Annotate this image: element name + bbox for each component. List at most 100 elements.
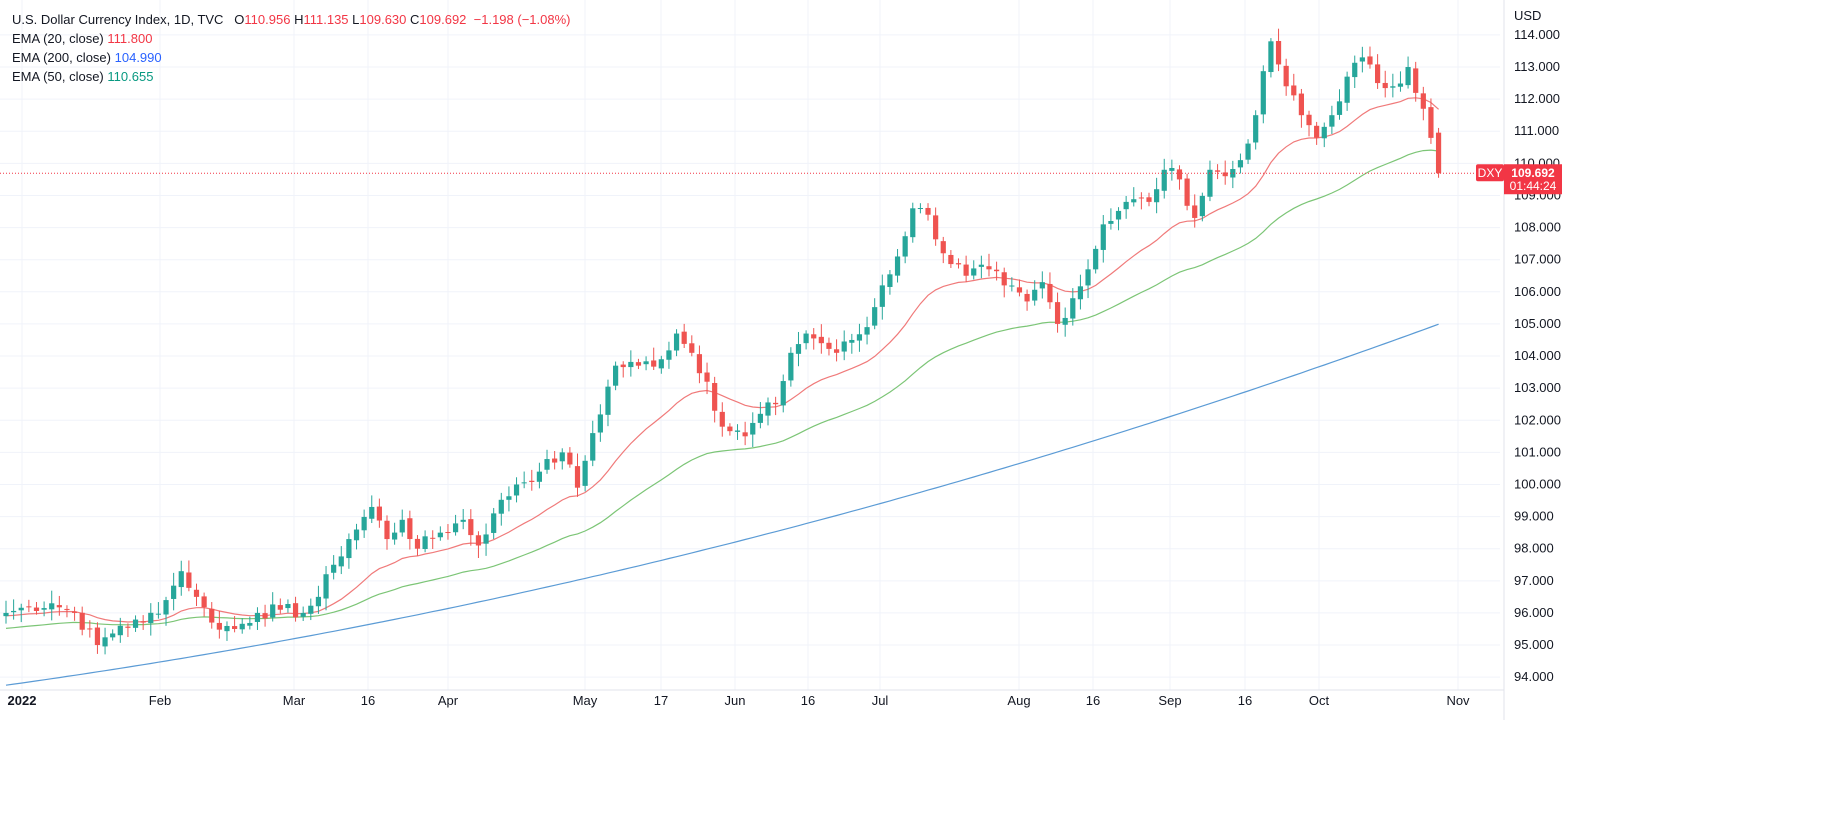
candle bbox=[1115, 207, 1122, 231]
candle-body bbox=[1146, 197, 1152, 202]
candle bbox=[773, 396, 779, 416]
candle-body bbox=[597, 414, 603, 433]
candle bbox=[567, 447, 573, 468]
y-axis-unit: USD bbox=[1514, 8, 1541, 23]
candle bbox=[369, 495, 375, 523]
y-tick-label: 98.000 bbox=[1514, 541, 1554, 556]
candle bbox=[1131, 187, 1137, 207]
candle-body bbox=[132, 619, 139, 628]
candle bbox=[49, 590, 55, 621]
candle bbox=[475, 531, 482, 559]
candle-body bbox=[64, 608, 70, 610]
candle bbox=[1154, 177, 1160, 214]
candle-body bbox=[948, 254, 954, 265]
candle bbox=[658, 355, 664, 374]
candle bbox=[3, 600, 9, 624]
candle bbox=[132, 615, 139, 632]
candle bbox=[940, 236, 946, 264]
candle bbox=[727, 423, 733, 436]
candle-body bbox=[689, 343, 695, 353]
candle bbox=[521, 471, 527, 489]
candle-body bbox=[833, 349, 840, 353]
candle bbox=[864, 316, 870, 345]
ema200-line bbox=[5, 323, 1439, 686]
candle bbox=[41, 601, 47, 617]
candle bbox=[879, 274, 885, 320]
candle bbox=[1237, 153, 1244, 174]
candle bbox=[483, 523, 489, 556]
ema200-series-line bbox=[5, 323, 1439, 686]
candle-body bbox=[1405, 67, 1411, 86]
candle-body bbox=[529, 480, 535, 482]
candle-body bbox=[1253, 115, 1259, 143]
y-tick-label: 94.000 bbox=[1514, 669, 1554, 684]
candle bbox=[87, 620, 93, 638]
x-tick-label: 17 bbox=[654, 693, 668, 708]
candle-body bbox=[590, 433, 596, 461]
candle-body bbox=[1352, 62, 1358, 78]
candle-body bbox=[148, 612, 154, 624]
candle-body bbox=[1329, 115, 1335, 127]
open-value: 110.956 bbox=[244, 12, 291, 27]
candle-body bbox=[1413, 68, 1419, 93]
candle bbox=[338, 546, 344, 575]
candle-body bbox=[392, 532, 398, 540]
candle-body bbox=[1009, 285, 1015, 287]
candle-body bbox=[1039, 282, 1045, 289]
candle bbox=[872, 298, 878, 330]
candle bbox=[361, 509, 367, 538]
candle bbox=[1016, 279, 1023, 297]
candle-body bbox=[209, 608, 215, 623]
candle bbox=[994, 261, 1000, 281]
chart-legend: U.S. Dollar Currency Index, 1D, TVC O110… bbox=[12, 10, 571, 86]
candle-body bbox=[795, 344, 802, 354]
x-tick-label: Feb bbox=[149, 693, 171, 708]
candle-body bbox=[887, 274, 893, 287]
candle-body bbox=[1298, 93, 1304, 116]
candle bbox=[110, 629, 116, 641]
candle bbox=[323, 566, 329, 611]
y-tick-label: 100.000 bbox=[1514, 476, 1561, 491]
y-tick-label: 108.000 bbox=[1514, 220, 1561, 235]
candle-body bbox=[407, 518, 413, 540]
candle bbox=[331, 555, 337, 580]
candle-body bbox=[11, 610, 17, 613]
candle-body bbox=[1260, 71, 1266, 115]
candle-body bbox=[727, 426, 733, 432]
candle-body bbox=[734, 430, 741, 432]
candle-body bbox=[1314, 125, 1320, 138]
candle-body bbox=[1032, 289, 1038, 301]
candle bbox=[270, 592, 276, 622]
candle-body bbox=[216, 622, 222, 630]
legend-ema20-row: EMA (20, close) 111.800 bbox=[12, 29, 571, 48]
candle bbox=[308, 598, 314, 621]
candle bbox=[544, 449, 550, 474]
ema200-label: EMA (200, close) bbox=[12, 50, 111, 65]
candle bbox=[186, 560, 192, 592]
candle-body bbox=[1108, 220, 1114, 224]
candle bbox=[1062, 307, 1068, 337]
candle-body bbox=[818, 336, 824, 344]
candle-body bbox=[1024, 293, 1030, 302]
candle-body bbox=[719, 411, 725, 427]
candle-body bbox=[666, 350, 672, 360]
candle-body bbox=[567, 452, 573, 465]
candle bbox=[971, 260, 977, 280]
candle bbox=[902, 231, 908, 264]
candle-body bbox=[1336, 101, 1343, 115]
candle-body bbox=[849, 339, 855, 343]
candle bbox=[315, 585, 322, 614]
candle bbox=[1390, 73, 1396, 98]
candle-body bbox=[110, 633, 116, 638]
candle-body bbox=[1161, 169, 1167, 191]
candle-body bbox=[1428, 107, 1434, 138]
candle bbox=[955, 258, 962, 269]
candle-body bbox=[773, 402, 779, 405]
candle bbox=[384, 515, 390, 550]
candle bbox=[33, 601, 40, 615]
candle-body bbox=[171, 585, 177, 599]
candle bbox=[224, 621, 230, 641]
y-tick-label: 114.000 bbox=[1514, 27, 1560, 42]
